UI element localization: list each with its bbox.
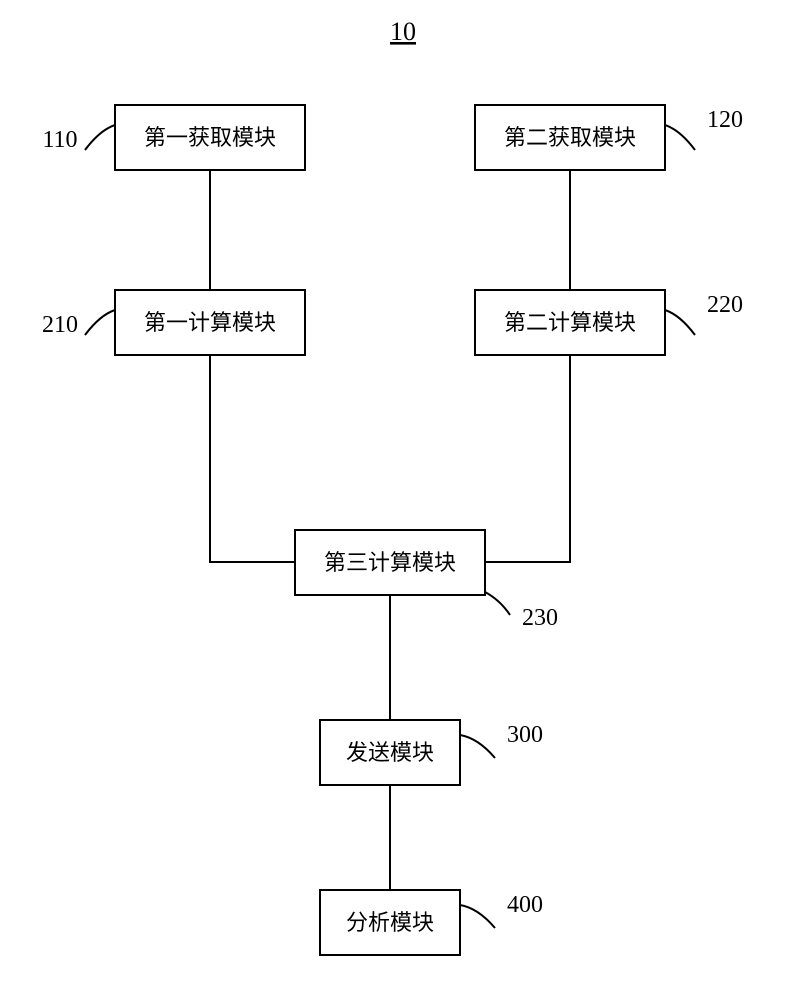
node-label: 第一计算模块 bbox=[144, 310, 276, 335]
ref-leader bbox=[460, 905, 495, 928]
ref-label: 220 bbox=[707, 292, 743, 318]
ref-leader bbox=[85, 125, 115, 150]
ref-label: 110 bbox=[42, 127, 77, 153]
ref-leader bbox=[665, 310, 695, 335]
ref-label: 120 bbox=[707, 107, 743, 133]
node-n230: 第三计算模块 bbox=[295, 530, 485, 595]
leaders-layer: 110 120 210 220 230 300 400 bbox=[42, 107, 743, 928]
node-n110: 第一获取模块 bbox=[115, 105, 305, 170]
node-label: 第一获取模块 bbox=[144, 125, 276, 150]
node-n220: 第二计算模块 bbox=[475, 290, 665, 355]
edge bbox=[485, 355, 570, 562]
node-label: 第二计算模块 bbox=[504, 310, 636, 335]
node-n300: 发送模块 bbox=[320, 720, 460, 785]
ref-leader bbox=[85, 310, 115, 335]
node-n210: 第一计算模块 bbox=[115, 290, 305, 355]
node-n400: 分析模块 bbox=[320, 890, 460, 955]
node-label: 发送模块 bbox=[346, 740, 434, 765]
node-label: 第二获取模块 bbox=[504, 125, 636, 150]
ref-label: 400 bbox=[507, 892, 543, 918]
node-n120: 第二获取模块 bbox=[475, 105, 665, 170]
node-label: 分析模块 bbox=[346, 910, 434, 935]
ref-leader bbox=[485, 592, 510, 615]
ref-leader bbox=[665, 125, 695, 150]
ref-label: 300 bbox=[507, 722, 543, 748]
edge bbox=[210, 355, 295, 562]
ref-label: 210 bbox=[42, 312, 78, 338]
node-label: 第三计算模块 bbox=[324, 550, 456, 575]
ref-label: 230 bbox=[522, 605, 558, 631]
diagram-title: 10 bbox=[390, 17, 416, 46]
ref-leader bbox=[460, 735, 495, 758]
flowchart-diagram: 10 第一获取模块 第二获取模块第一计算模块 第二计算模块第三计算模块发送模块分析模… bbox=[0, 0, 807, 1000]
